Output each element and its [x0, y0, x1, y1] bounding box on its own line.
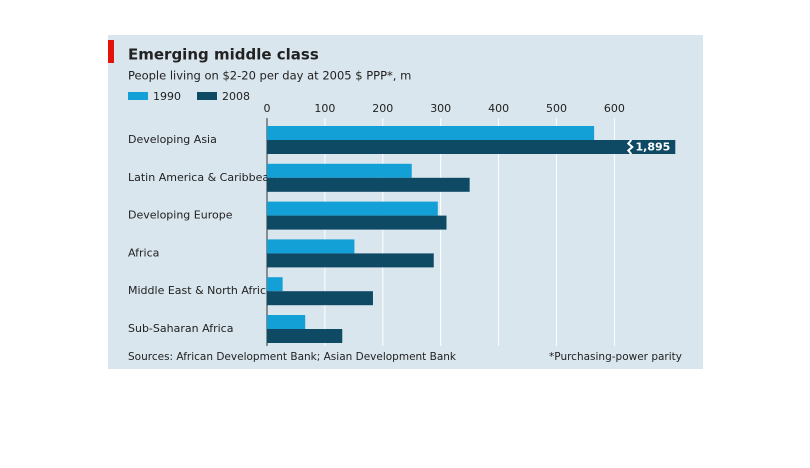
x-tick-label: 200 — [372, 102, 393, 115]
chart-subtitle: People living on $2-20 per day at 2005 $… — [128, 69, 411, 83]
y-tick-label: Latin America & Caribbean — [128, 171, 276, 184]
legend-swatch — [128, 92, 148, 100]
x-tick-label: 0 — [264, 102, 271, 115]
bar — [267, 177, 470, 192]
y-tick-label: Developing Asia — [128, 133, 217, 146]
y-tick-label: Developing Europe — [128, 209, 233, 222]
bar — [267, 277, 283, 292]
legend-swatch — [197, 92, 217, 100]
bar — [267, 201, 438, 216]
bar — [267, 291, 373, 306]
x-tick-label: 600 — [604, 102, 625, 115]
value-label: 1,895 — [636, 141, 671, 154]
bar — [267, 140, 676, 154]
bar — [267, 163, 412, 178]
axis-break — [626, 139, 634, 155]
x-tick-label: 500 — [546, 102, 567, 115]
bar — [267, 239, 355, 254]
y-tick-label: Sub-Saharan Africa — [128, 322, 233, 335]
bar — [267, 253, 434, 268]
legend-label: 2008 — [222, 90, 250, 103]
bar — [267, 315, 306, 329]
title-flag — [108, 40, 114, 63]
legend-label: 1990 — [153, 90, 181, 103]
y-tick-label: Middle East & North Africa — [128, 284, 273, 297]
y-tick-label: Africa — [128, 246, 159, 259]
bar — [267, 329, 343, 343]
source: Sources: African Development Bank; Asian… — [128, 351, 457, 363]
x-tick-label: 300 — [430, 102, 451, 115]
x-tick-label: 100 — [314, 102, 335, 115]
x-tick-label: 400 — [488, 102, 509, 115]
footnote: *Purchasing-power parity — [549, 351, 682, 363]
bar — [267, 215, 447, 230]
chart-title: Emerging middle class — [128, 46, 319, 64]
bar — [267, 126, 595, 140]
